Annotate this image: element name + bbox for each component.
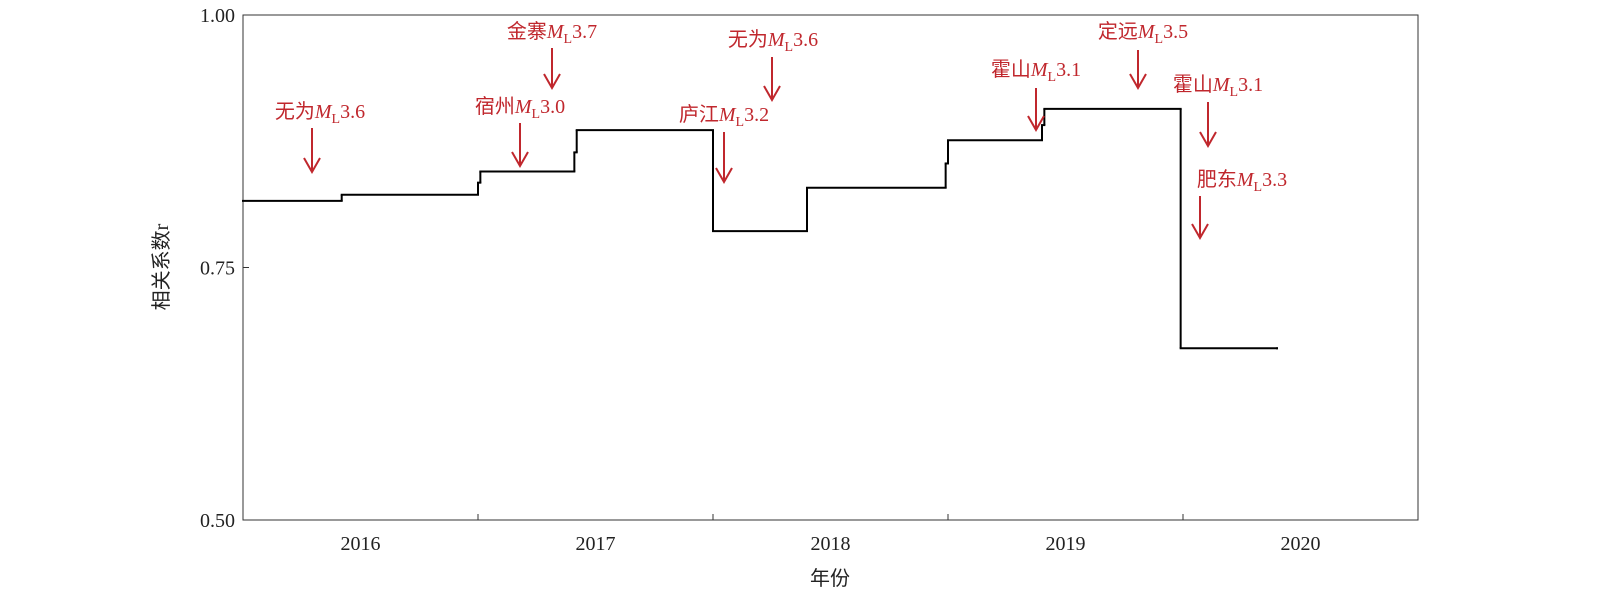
magnitude-value: 3.0	[540, 96, 565, 118]
annotation-arrowhead	[715, 167, 733, 185]
x-tick-label: 2016	[341, 533, 381, 555]
magnitude-value: 3.3	[1262, 169, 1287, 191]
annotation-arrowhead	[1191, 223, 1209, 241]
annotation: 霍山ML3.1	[991, 58, 1081, 85]
annotation-arrowhead	[543, 73, 561, 91]
magnitude-subscript: L	[785, 40, 794, 55]
annotation: 定远ML3.5	[1098, 20, 1188, 47]
annotation: 肥东ML3.3	[1197, 168, 1287, 195]
magnitude-symbol: M	[1030, 59, 1049, 81]
annotation: 金寨ML3.7	[507, 20, 597, 47]
annotation-arrowhead	[1199, 131, 1217, 149]
annotation-place: 肥东	[1197, 168, 1237, 191]
annotation: 霍山ML3.1	[1173, 73, 1263, 100]
magnitude-symbol: M	[314, 101, 333, 123]
annotation: 宿州ML3.0	[475, 95, 565, 122]
magnitude-symbol: M	[718, 104, 737, 126]
magnitude-subscript: L	[1155, 32, 1164, 47]
magnitude-value: 3.6	[793, 29, 818, 51]
magnitude-subscript: L	[1254, 180, 1263, 195]
annotation-arrowhead	[1027, 115, 1045, 133]
magnitude-symbol: M	[546, 21, 565, 43]
magnitude-symbol: M	[1212, 74, 1231, 96]
magnitude-value: 3.5	[1163, 21, 1188, 43]
magnitude-subscript: L	[332, 112, 341, 127]
annotation-arrowhead	[763, 85, 781, 103]
annotation-place: 金寨	[507, 20, 547, 43]
magnitude-subscript: L	[1230, 85, 1239, 100]
x-tick-label: 2019	[1046, 533, 1086, 555]
annotation: 无为ML3.6	[728, 28, 818, 55]
x-tick-label: 2017	[576, 533, 616, 555]
x-axis-label: 年份	[810, 567, 850, 590]
y-tick-label: 1.00	[200, 5, 235, 27]
magnitude-value: 3.1	[1056, 59, 1081, 81]
y-tick-label: 0.50	[200, 510, 235, 532]
magnitude-symbol: M	[1137, 21, 1156, 43]
magnitude-subscript: L	[1048, 70, 1057, 85]
x-tick-label: 2018	[811, 533, 851, 555]
magnitude-value: 3.7	[572, 21, 597, 43]
annotation-place: 霍山	[991, 58, 1031, 81]
annotation-place: 无为	[275, 100, 315, 123]
magnitude-subscript: L	[564, 32, 573, 47]
y-tick-label: 0.75	[200, 258, 235, 280]
magnitude-value: 3.1	[1238, 74, 1263, 96]
annotation-place: 定远	[1098, 20, 1138, 43]
annotation: 庐江ML3.2	[679, 103, 769, 130]
magnitude-subscript: L	[532, 107, 541, 122]
magnitude-symbol: M	[767, 29, 786, 51]
annotation-arrowhead	[303, 157, 321, 175]
magnitude-value: 3.2	[744, 104, 769, 126]
magnitude-subscript: L	[736, 115, 745, 130]
annotation: 无为ML3.6	[275, 100, 365, 127]
magnitude-symbol: M	[1236, 169, 1255, 191]
y-axis-label: 相关系数r	[150, 223, 173, 310]
x-tick-label: 2020	[1281, 533, 1321, 555]
annotation-arrowhead	[1129, 73, 1147, 91]
annotation-place: 庐江	[679, 103, 719, 126]
annotation-place: 无为	[728, 28, 768, 51]
magnitude-symbol: M	[514, 96, 533, 118]
annotation-place: 宿州	[475, 95, 515, 118]
magnitude-value: 3.6	[340, 101, 365, 123]
annotation-place: 霍山	[1173, 73, 1213, 96]
annotation-arrowhead	[511, 151, 529, 169]
